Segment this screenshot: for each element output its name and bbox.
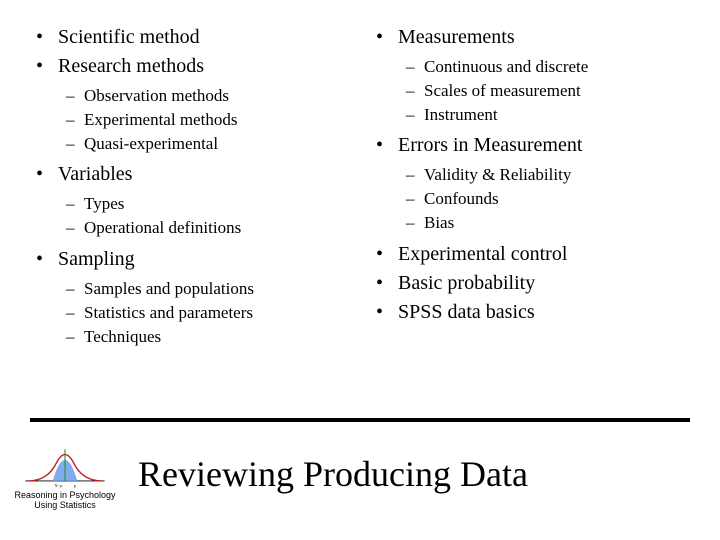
subbullet: Experimental methods [58,108,350,132]
bullet-sampling: Sampling Samples and populations Statist… [30,246,350,348]
subbullet: Samples and populations [58,277,350,301]
bullet-errors: Errors in Measurement Validity & Reliabi… [370,132,690,234]
left-column: Scientific method Research methods Obser… [30,24,350,354]
page-title: Reviewing Producing Data [130,453,528,495]
bullet-label: Research methods [58,55,204,77]
subbullet: Continuous and discrete [398,55,690,79]
subbullet: Types [58,192,350,216]
horizontal-divider [30,418,690,422]
logo-block: X−μ μ Reasoning in Psychology Using Stat… [0,438,130,511]
subbullet: Scales of measurement [398,79,690,103]
bullet-label: Experimental control [398,243,567,265]
bullet-research-methods: Research methods Observation methods Exp… [30,53,350,155]
bullet-measurements: Measurements Continuous and discrete Sca… [370,24,690,126]
subbullet: Techniques [58,325,350,349]
svg-text:X−μ: X−μ [54,483,63,488]
bullet-label: SPSS data basics [398,301,535,323]
bullet-label: Basic probability [398,272,535,294]
subbullet: Confounds [398,187,690,211]
subbullet: Instrument [398,103,690,127]
subbullet: Statistics and parameters [58,301,350,325]
logo-text: Reasoning in Psychology Using Statistics [14,490,115,511]
svg-text:μ: μ [74,483,77,488]
right-column: Measurements Continuous and discrete Sca… [370,24,690,354]
subbullet: Operational definitions [58,216,350,240]
bullet-experimental-control: Experimental control [370,241,690,268]
logo-line1: Reasoning in Psychology [14,490,115,500]
bullet-spss: SPSS data basics [370,299,690,326]
bullet-variables: Variables Types Operational definitions [30,161,350,240]
logo-line2: Using Statistics [34,500,96,510]
bullet-label: Scientific method [58,26,200,48]
subbullet: Validity & Reliability [398,163,690,187]
content-area: Scientific method Research methods Obser… [0,0,720,354]
footer: X−μ μ Reasoning in Psychology Using Stat… [0,438,720,511]
bullet-label: Errors in Measurement [398,134,582,156]
subbullet: Bias [398,211,690,235]
bell-curve-icon: X−μ μ [20,444,110,488]
bullet-scientific-method: Scientific method [30,24,350,51]
bullet-basic-probability: Basic probability [370,270,690,297]
bullet-label: Measurements [398,26,515,48]
subbullet: Observation methods [58,84,350,108]
bullet-label: Sampling [58,248,135,270]
subbullet: Quasi-experimental [58,132,350,156]
bullet-label: Variables [58,163,132,185]
